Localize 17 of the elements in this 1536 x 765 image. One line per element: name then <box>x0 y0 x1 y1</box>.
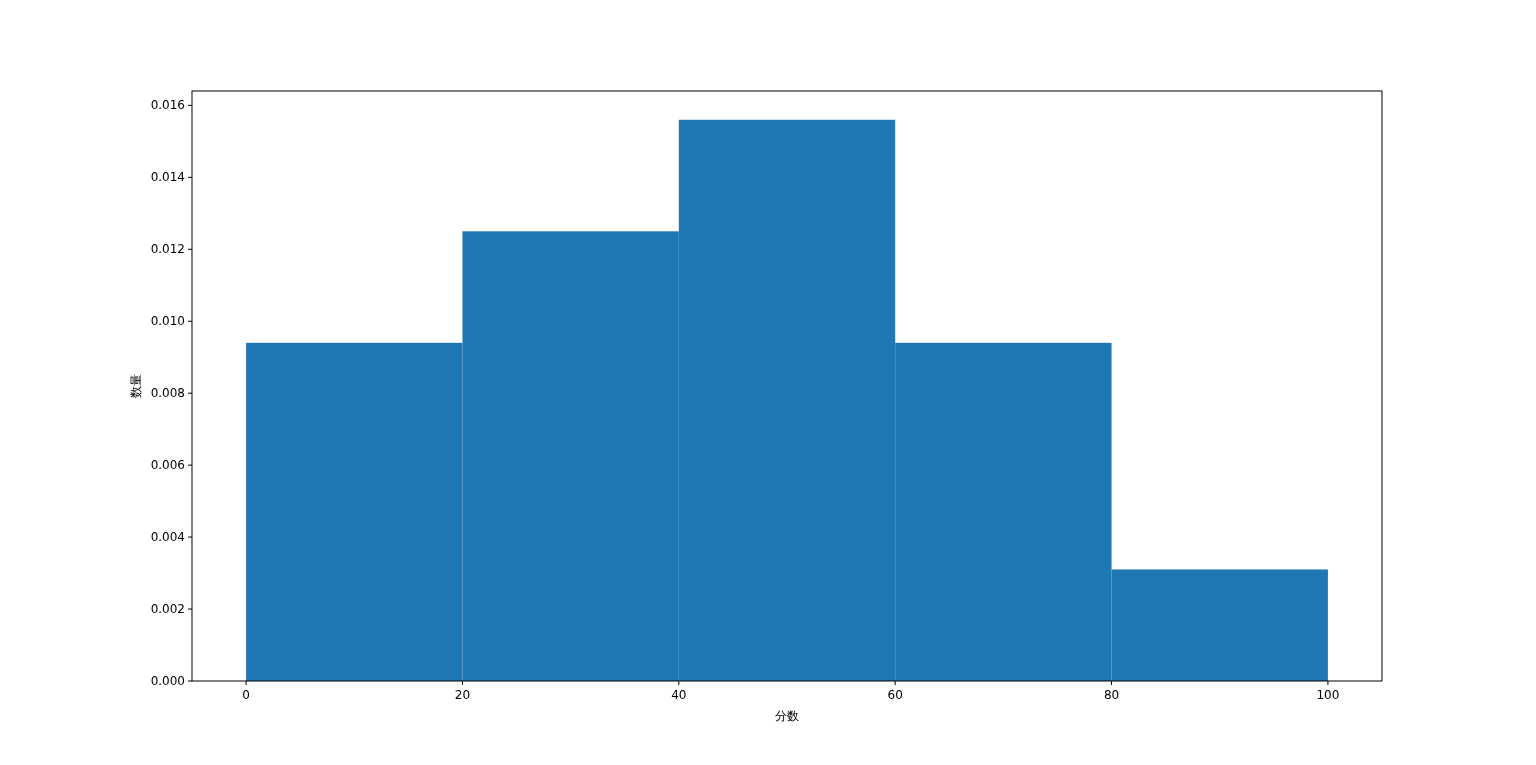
y-tick-label: 0.010 <box>150 314 185 329</box>
y-tick-label: 0.002 <box>150 602 185 617</box>
y-tick-label: 0.012 <box>150 242 185 257</box>
x-axis-title: 分数 <box>775 709 799 723</box>
x-tick-label: 20 <box>454 688 471 702</box>
y-tick-label: 0.000 <box>150 674 185 688</box>
y-tick-label: 0.006 <box>150 458 185 473</box>
x-tick-label: 40 <box>671 688 687 702</box>
x-tick-label: 100 <box>1316 688 1340 702</box>
y-tick-label: 0.016 <box>150 98 185 113</box>
y-tick-label: 0.014 <box>150 170 185 185</box>
x-tick-label: 80 <box>1103 688 1120 702</box>
y-axis-title: 数量 <box>129 374 143 398</box>
y-tick-label: 0.004 <box>150 530 185 545</box>
y-tick-label: 0.008 <box>150 386 185 401</box>
x-tick-label: 0 <box>242 688 250 702</box>
x-tick-label: 60 <box>887 688 903 702</box>
